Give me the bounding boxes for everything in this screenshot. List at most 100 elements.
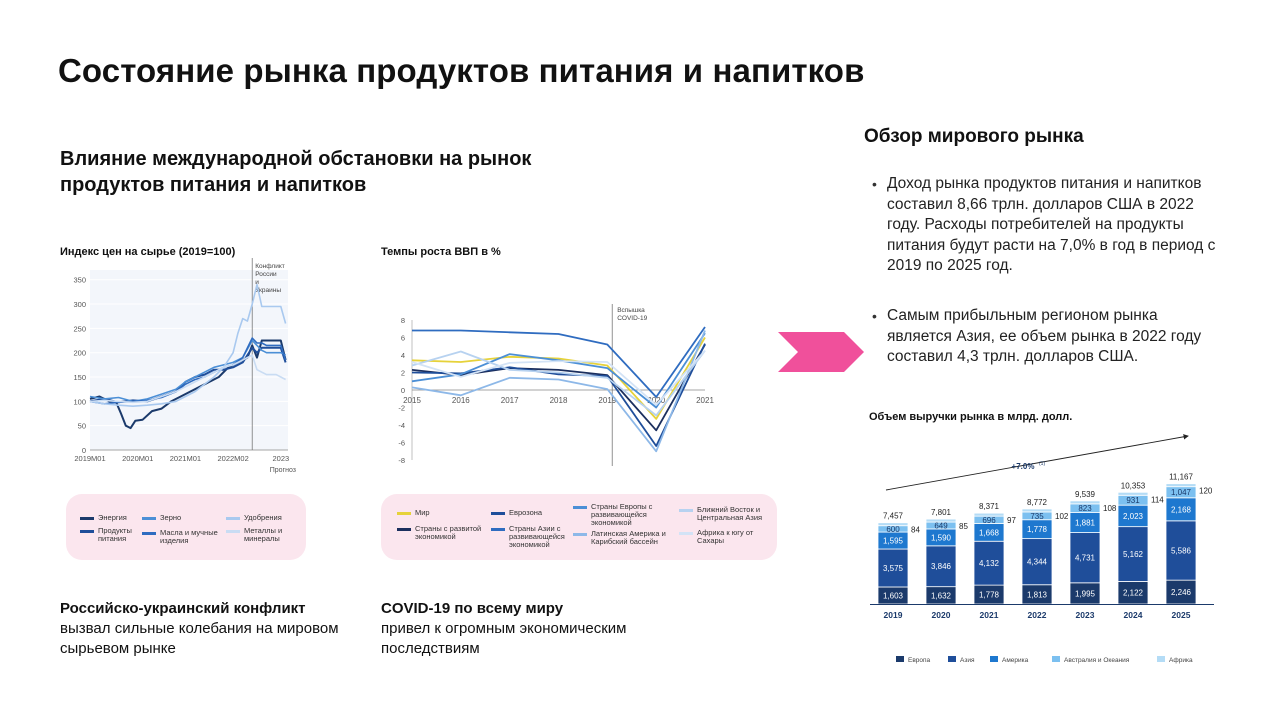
legend-swatch (397, 512, 411, 515)
caption-conflict: Российско-украинский конфликт вызвал сил… (60, 599, 370, 659)
legend-swatch (679, 532, 693, 535)
legend-swatch (948, 656, 956, 662)
x-tick-label: 2021 (980, 610, 999, 620)
legend-item: Африка к югу от Сахары (679, 529, 779, 545)
commodity-chart-title: Индекс цен на сырье (2019=100) (60, 246, 236, 258)
legend-label: Энергия (98, 513, 127, 522)
bar-value-label: 1,881 (1075, 519, 1096, 528)
gdp-legend: Мир Страны с развитой экономикой Еврозона С… (381, 494, 777, 560)
bar-segment (1117, 491, 1149, 496)
y-tick-label: 250 (73, 324, 86, 333)
bar-value-label: 1,047 (1171, 488, 1192, 497)
legend-swatch (491, 528, 505, 531)
caption-covid-text: привел к огромным экономическим последст… (381, 620, 627, 657)
legend-item: Удобрения (226, 514, 300, 522)
legend-item: Страны Европы с развивающейся экономикой (573, 503, 673, 527)
bar-value-label: 1,603 (883, 591, 904, 600)
legend-item: Латинская Америка и Карибский бассейн (573, 530, 673, 546)
legend-label: Зерно (160, 513, 182, 522)
caption-covid-bold: COVID-19 по всему миру (381, 600, 564, 617)
legend-item: Энергия (80, 514, 162, 522)
x-tick-label: 2022M02 (217, 454, 248, 463)
commodity-legend: Энергия Продукты питания Зерно Масла и мучн… (66, 494, 306, 560)
legend-swatch (491, 512, 505, 515)
bar-total-label: 7,801 (931, 508, 952, 517)
bar-value-label: 1,595 (883, 537, 904, 546)
bar-value-label: 120 (1199, 487, 1213, 496)
caption-conflict-bold: Российско-украинский конфликт (60, 600, 306, 617)
y-tick-label: 200 (73, 349, 86, 358)
x-tick-label: 2019 (884, 610, 903, 620)
legend-swatch (142, 517, 156, 520)
cagr-label: +7.0% (1012, 462, 1035, 471)
bar-value-label: 2,023 (1123, 512, 1144, 521)
bar-segment (1069, 500, 1101, 505)
x-tick-label: 2021 (696, 396, 714, 405)
plot-area (90, 270, 288, 450)
legend-item: Еврозона (491, 509, 581, 517)
bar-value-label: 114 (1151, 495, 1164, 504)
bar-segment (925, 545, 957, 588)
legend-swatch (896, 656, 904, 662)
y-tick-label: 4 (401, 351, 405, 360)
bar-value-label: 3,846 (931, 562, 952, 571)
legend-item: Металлы и минералы (226, 527, 300, 543)
y-tick-label: -2 (398, 404, 405, 413)
bar-total-label: 8,772 (1027, 498, 1048, 507)
bar-value-label: 84 (911, 526, 920, 535)
bar-value-label: 97 (1007, 516, 1016, 525)
bar-total-label: 9,539 (1075, 490, 1096, 499)
annotation-label: Вспышка (617, 307, 645, 314)
trend-arrow (885, 434, 1189, 491)
x-tick-label: 2020 (647, 396, 665, 405)
gdp-chart-title: Темпы роста ВВП в % (381, 246, 501, 258)
bar-value-label: 696 (982, 516, 996, 525)
left-subtitle: Влияние международной обстановки на рыно… (60, 148, 532, 196)
legend-label: Продукты питания (98, 526, 132, 543)
y-tick-label: 8 (401, 316, 405, 325)
bar-value-label: 85 (959, 522, 968, 531)
bar-value-label: 2,246 (1171, 588, 1192, 597)
bar-total-label: 7,457 (883, 512, 904, 521)
bar-segment (925, 518, 957, 523)
x-tick-label: 2021M01 (170, 454, 201, 463)
chevron-arrow-icon (778, 332, 864, 372)
y-tick-label: 0 (82, 446, 86, 455)
bar-value-label: 102 (1055, 512, 1069, 521)
x-tick-label: 2023 (272, 454, 289, 463)
legend-item: Страны Азии с развивающейся экономикой (491, 525, 581, 549)
legend-label: Африка к югу от Сахары (697, 528, 754, 545)
bar-segment (973, 512, 1005, 517)
bar-value-label: 649 (934, 521, 948, 530)
legend-swatch (226, 530, 240, 533)
legend-label: Америка (1002, 657, 1029, 664)
series-line (411, 337, 706, 420)
bar-value-label: 5,162 (1123, 550, 1144, 559)
bar-value-label: 735 (1030, 512, 1044, 521)
x-tick-label: 2016 (452, 396, 470, 405)
y-tick-label: 150 (73, 373, 86, 382)
bar-value-label: 4,731 (1075, 554, 1096, 563)
x-tick-label: 2015 (403, 396, 421, 405)
bar-value-label: 600 (886, 525, 900, 534)
bar-value-label: 823 (1078, 504, 1092, 513)
bar-value-label: 2,122 (1123, 589, 1144, 598)
legend-label: Страны Европы с развивающейся экономикой (591, 502, 653, 527)
bar-total-label: 10,353 (1121, 481, 1146, 490)
bar-value-label: 931 (1126, 496, 1140, 505)
annotation-label: России (255, 271, 277, 278)
bar-value-label: 5,586 (1171, 546, 1192, 555)
legend-label: Удобрения (244, 513, 282, 522)
x-tick-label: 2019M01 (74, 454, 105, 463)
y-tick-label: 100 (73, 397, 86, 406)
legend-label: Мир (415, 508, 430, 517)
legend-label: Африка (1169, 657, 1193, 664)
bullet-asia: Самым прибыльным регионом рынка является… (872, 306, 1217, 368)
revenue-bar-chart: +7.0% (1) 1,603 3,575 1,595 600 84 7,457 2019 1,6… (870, 434, 1214, 664)
legend-label: Латинская Америка и Карибский бассейн (591, 529, 666, 546)
page-title: Состояние рынка продуктов питания и напи… (58, 52, 865, 89)
legend-label: Ближний Восток и Центральная Азия (697, 505, 763, 522)
legend-item: Продукты питания (80, 527, 162, 543)
bullet-revenue: Доход рынка продуктов питания и напитков… (872, 174, 1217, 277)
series-line (89, 339, 287, 430)
